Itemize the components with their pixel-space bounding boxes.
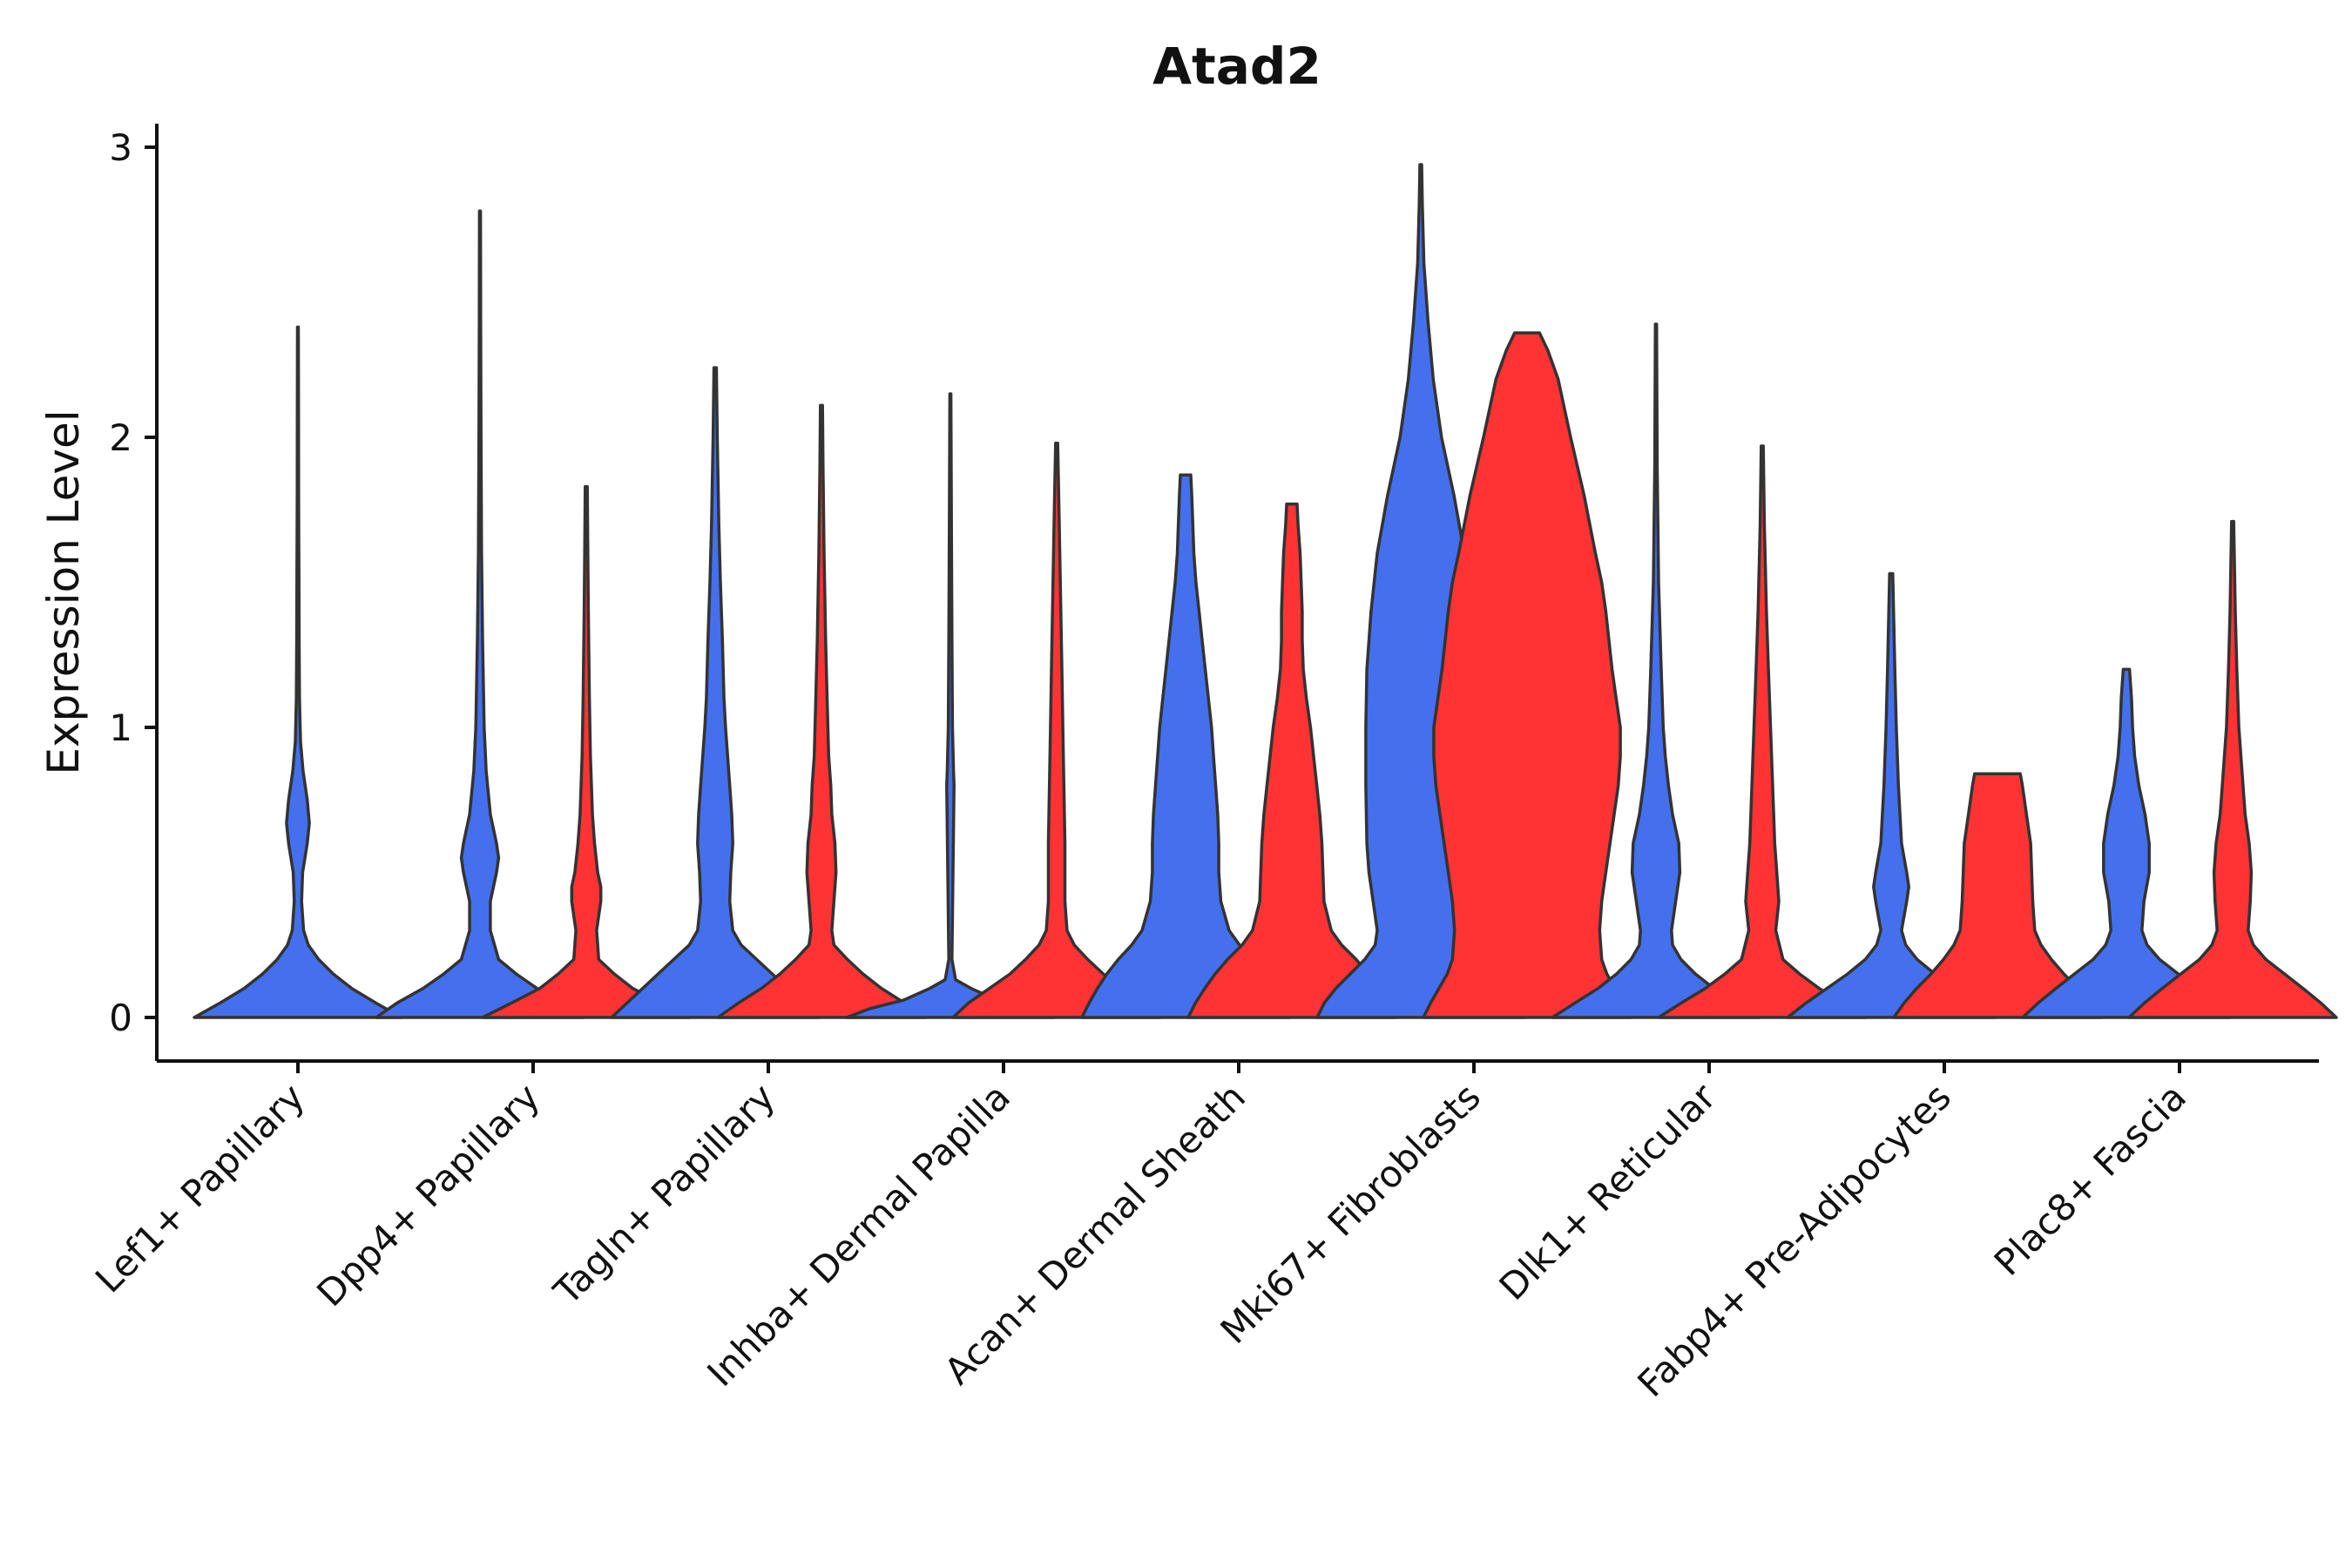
- violin-blue: [610, 366, 821, 1019]
- y-tick-label: 0: [109, 997, 132, 1039]
- violin-red: [1422, 331, 1632, 1019]
- x-tick-label: Dpp4+ Papillary: [308, 1075, 548, 1315]
- violin-red: [1892, 772, 2103, 1019]
- violin-red: [716, 403, 927, 1019]
- violin-layer: [193, 163, 2338, 1019]
- x-tick-label: Dlk1+ Reticular: [1491, 1075, 1725, 1308]
- x-tick-label: Mki67+ Fibroblasts: [1213, 1075, 1489, 1351]
- violin-blue: [1786, 571, 1997, 1019]
- x-tick-label: Lef1+ Papillary: [87, 1075, 313, 1301]
- violin-blue: [1080, 473, 1291, 1019]
- x-tick-label: Plac8+ Fascia: [1986, 1075, 2194, 1283]
- y-tick-label: 3: [109, 126, 132, 169]
- violin-blue: [193, 325, 403, 1019]
- violin-blue: [375, 209, 585, 1019]
- y-axis-ticks: 0 1 2 3: [109, 126, 157, 1039]
- violin-blue: [1551, 322, 1761, 1019]
- violin-red: [1186, 502, 1397, 1019]
- violin-red: [2127, 519, 2338, 1019]
- y-axis-label: Expression Level: [38, 409, 89, 774]
- violin-blue: [845, 392, 1056, 1019]
- y-tick-label: 2: [109, 416, 132, 459]
- violin-red: [1657, 444, 1868, 1019]
- violin-red: [951, 441, 1162, 1019]
- x-tick-label: Tagln+ Papillary: [545, 1075, 783, 1313]
- violin-blue: [2021, 667, 2232, 1019]
- violin-red: [481, 484, 692, 1019]
- chart-title: Atad2: [1152, 37, 1321, 96]
- y-tick-label: 1: [109, 706, 132, 749]
